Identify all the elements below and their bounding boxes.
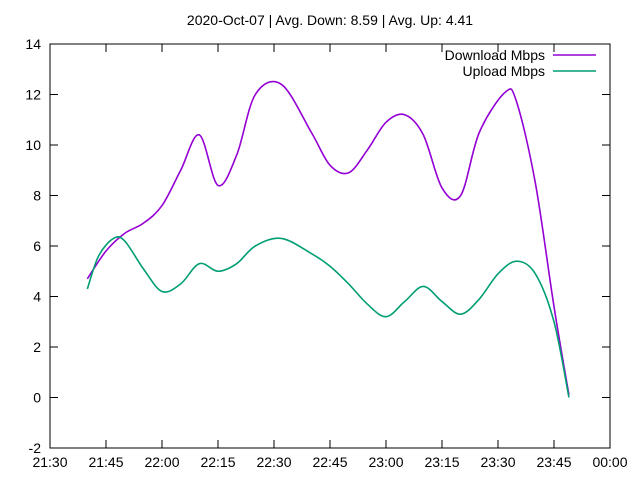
y-tick-label: 12 bbox=[25, 87, 41, 103]
axis-ticks: -2 0 2 4 6 8 10 12 14 21:30 21:45 22:00 22:15 22:30 22… bbox=[25, 36, 627, 470]
plot-border bbox=[49, 43, 611, 449]
legend-label: Download Mbps bbox=[445, 47, 545, 63]
x-tick-label: 23:00 bbox=[368, 454, 403, 470]
x-tick-label: 23:45 bbox=[536, 454, 571, 470]
y-tick-label: -2 bbox=[29, 440, 42, 456]
x-tick-label: 22:15 bbox=[200, 454, 235, 470]
x-tick-label: 00:00 bbox=[592, 454, 627, 470]
series-line-download-mbps bbox=[86, 80, 570, 396]
plot-frame bbox=[49, 43, 611, 449]
y-tick-label: 4 bbox=[33, 289, 41, 305]
y-tick-label: 6 bbox=[33, 238, 41, 254]
y-tick-label: 10 bbox=[25, 137, 41, 153]
x-tick-label: 22:30 bbox=[256, 454, 291, 470]
y-tick-label: 14 bbox=[25, 36, 41, 52]
x-tick-label: 22:45 bbox=[312, 454, 347, 470]
x-tick-label: 23:15 bbox=[424, 454, 459, 470]
series-line-upload-mbps bbox=[86, 235, 570, 398]
x-tick-label: 21:30 bbox=[32, 454, 67, 470]
series-lines bbox=[86, 80, 570, 398]
x-tick-label: 21:45 bbox=[88, 454, 123, 470]
chart-title: 2020-Oct-07 | Avg. Down: 8.59 | Avg. Up:… bbox=[187, 12, 473, 28]
legend-label: Upload Mbps bbox=[463, 63, 546, 79]
x-tick-label: 22:00 bbox=[144, 454, 179, 470]
y-tick-label: 2 bbox=[33, 339, 41, 355]
y-tick-label: 8 bbox=[33, 188, 41, 204]
y-tick-label: 0 bbox=[33, 390, 41, 406]
x-tick-label: 23:30 bbox=[480, 454, 515, 470]
